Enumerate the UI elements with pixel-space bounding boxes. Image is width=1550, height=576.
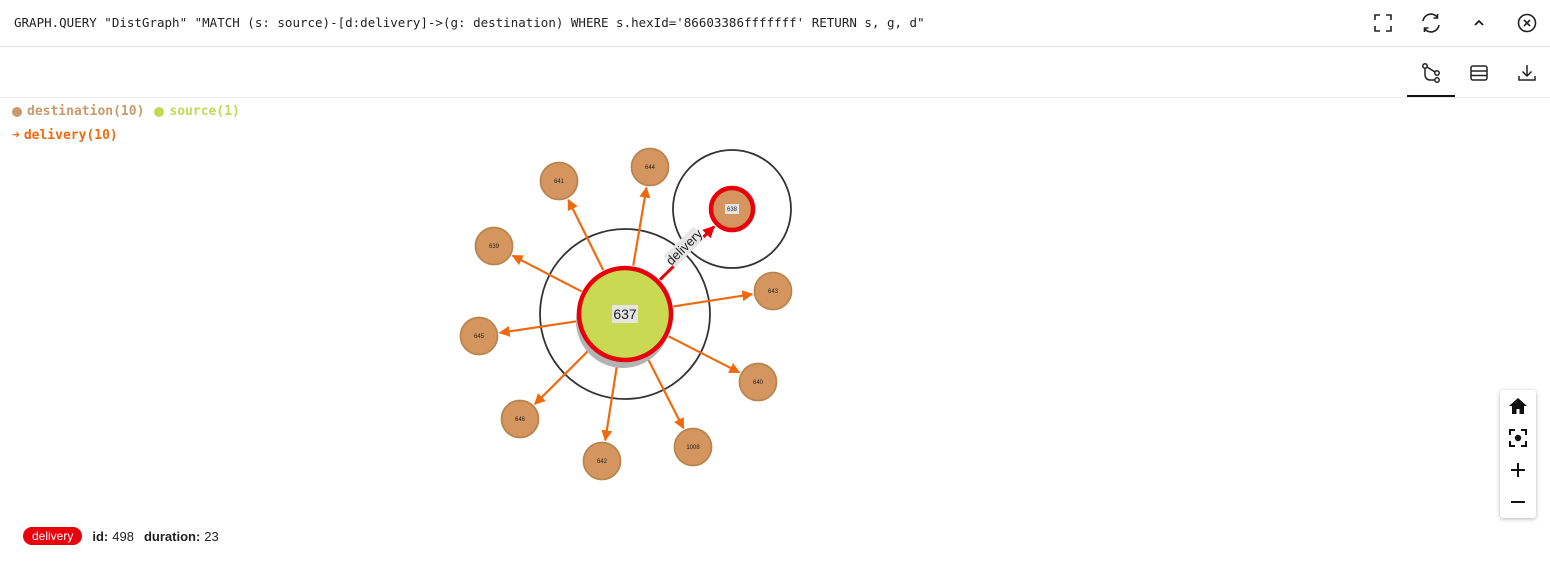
table-view-icon — [1470, 65, 1488, 81]
destination-node-643[interactable] — [753, 271, 793, 311]
download-icon — [1518, 65, 1536, 81]
arrow-right-icon: ➜ — [12, 128, 20, 143]
prop-id-value: 498 — [112, 528, 134, 544]
close-icon[interactable] — [1515, 11, 1539, 35]
graph-view-icon — [1422, 63, 1440, 83]
destination-node-label: 638 — [727, 207, 738, 213]
tab-download[interactable] — [1503, 48, 1550, 97]
fullscreen-icon[interactable] — [1371, 11, 1395, 35]
source-highlight-ring — [539, 228, 711, 400]
tab-table[interactable] — [1455, 48, 1503, 97]
destination-node-645[interactable] — [459, 316, 499, 356]
legend-source-label: source(1) — [169, 104, 240, 119]
destination-node-label: 646 — [515, 417, 526, 423]
destination-node-642[interactable] — [582, 441, 622, 481]
edge-label-background — [663, 226, 705, 268]
relationship-legend: ➜ delivery(10) — [12, 128, 128, 143]
destination-node-label-background — [725, 204, 739, 214]
edge-delivery-641[interactable] — [567, 198, 605, 271]
query-bar: GRAPH.QUERY "DistGraph" "MATCH (s: sourc… — [0, 0, 1550, 47]
destination-node-label: 640 — [753, 380, 764, 386]
destination-dot — [12, 106, 22, 117]
destination-node-639[interactable] — [474, 226, 514, 266]
selection-status: delivery id: 498 duration: 23 — [23, 527, 229, 545]
destination-node-1008[interactable] — [673, 427, 713, 467]
collapse-icon[interactable] — [1467, 11, 1491, 35]
destination-node-label: 639 — [489, 244, 500, 250]
edge-delivery-646[interactable] — [534, 347, 592, 405]
destination-highlight-ring — [672, 149, 792, 269]
edge-label: delivery — [663, 226, 706, 268]
legend-delivery-label: delivery(10) — [23, 128, 118, 143]
edge-label-group: delivery — [663, 226, 706, 268]
tab-graph[interactable] — [1407, 48, 1455, 97]
destination-node-label: 645 — [474, 334, 485, 340]
source-node-label-background — [612, 305, 638, 323]
legend-source[interactable]: source(1) — [154, 104, 240, 119]
legend-destination-label: destination(10) — [27, 104, 145, 119]
edge-delivery-640[interactable] — [668, 335, 741, 374]
destination-node-640[interactable] — [738, 362, 778, 402]
legend-delivery[interactable]: ➜ delivery(10) — [12, 128, 118, 143]
destination-node-646[interactable] — [500, 399, 540, 439]
fit-icon[interactable] — [1506, 426, 1530, 450]
home-icon[interactable] — [1506, 394, 1530, 418]
edge-delivery-642[interactable] — [601, 362, 619, 442]
edge-delivery-1008[interactable] — [646, 357, 685, 430]
zoom-in-icon[interactable] — [1506, 458, 1530, 482]
prop-duration-value: 23 — [204, 528, 219, 544]
destination-node-label: 644 — [645, 165, 656, 171]
destination-node-641[interactable] — [539, 161, 579, 201]
prop-id-key: id: — [92, 528, 109, 544]
destination-node-label: 1008 — [686, 445, 700, 451]
prop-duration-key: duration: — [143, 528, 201, 544]
graph-canvas[interactable]: delivery 637 641 644 638 639 643 645 640 646 642 1… — [0, 98, 1550, 518]
query-text[interactable]: GRAPH.QUERY "DistGraph" "MATCH (s: sourc… — [14, 15, 925, 30]
legend-destination[interactable]: destination(10) — [12, 104, 144, 119]
source-dot — [154, 106, 165, 117]
edge-delivery-644[interactable] — [632, 186, 651, 266]
refresh-icon[interactable] — [1419, 11, 1443, 35]
view-bar — [0, 48, 1550, 98]
relationship-badge: delivery — [23, 527, 83, 545]
destination-node-label: 643 — [768, 289, 779, 295]
zoom-out-icon[interactable] — [1506, 490, 1530, 514]
edge-delivery-639[interactable] — [511, 254, 583, 293]
node-legend: destination(10) source(1) — [12, 104, 250, 119]
zoom-controls — [1500, 390, 1536, 518]
edge-delivery-643[interactable] — [673, 290, 754, 308]
destination-node-label: 641 — [554, 179, 565, 185]
destination-node-644[interactable] — [630, 147, 670, 187]
source-node-label: 637 — [613, 306, 637, 322]
edge-delivery-645[interactable] — [498, 320, 577, 337]
destination-node-label: 642 — [597, 459, 608, 465]
